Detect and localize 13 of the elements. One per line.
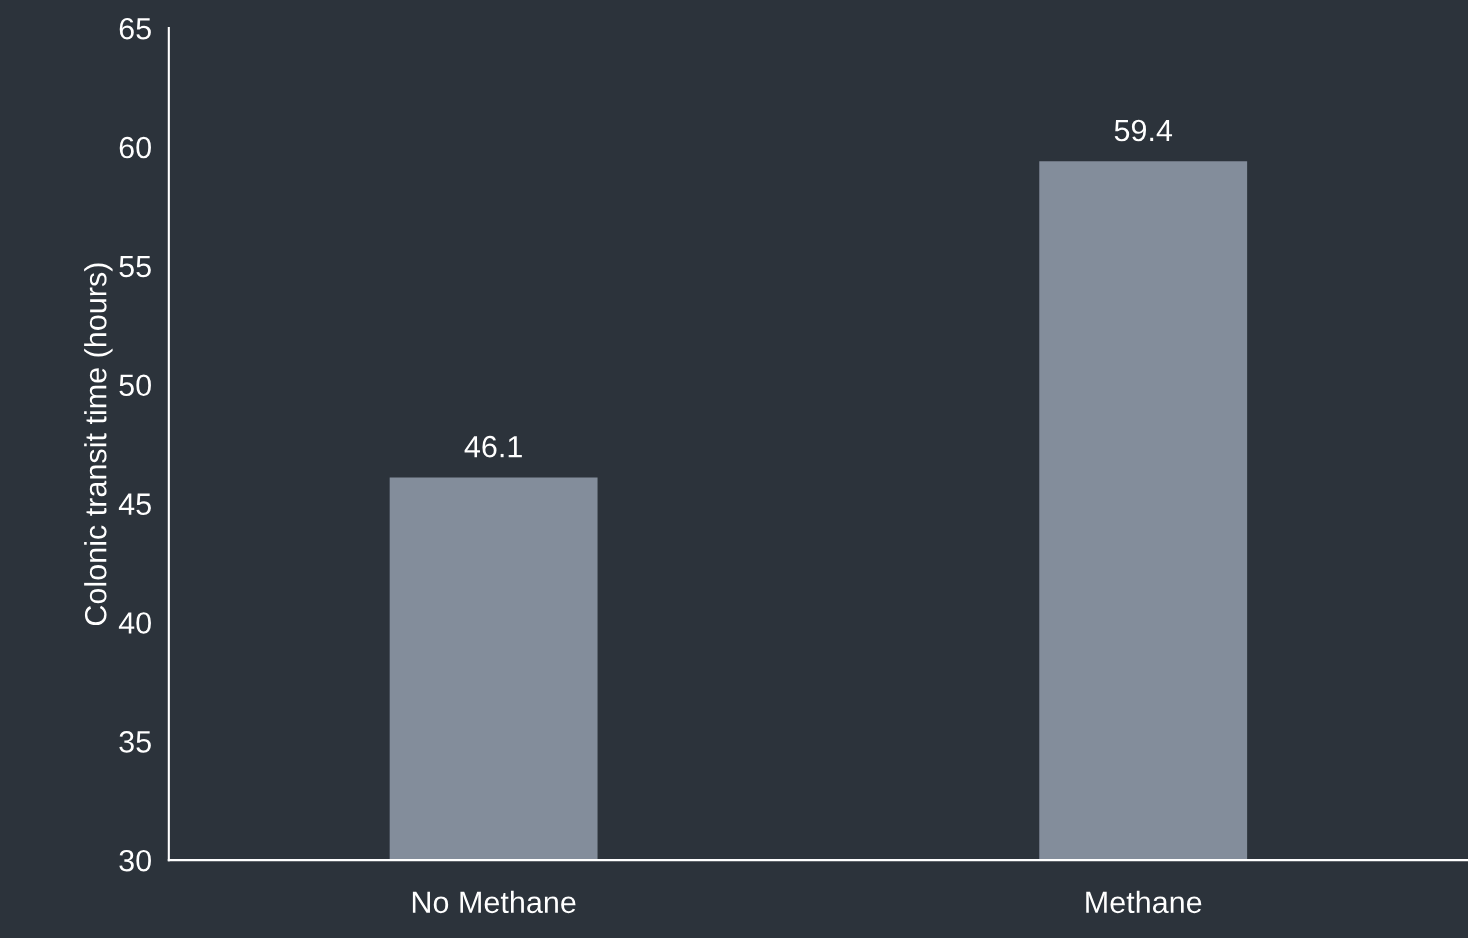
- y-axis-title: Colonic transit time (hours): [84, 263, 113, 626]
- data-label: 46.1: [464, 435, 522, 458]
- y-tick-label: 60: [119, 136, 151, 159]
- x-tick-label: No Methane: [412, 890, 576, 914]
- x-tick-label: Methane: [1086, 890, 1202, 914]
- y-tick-label: 50: [119, 374, 151, 397]
- y-tick-label: 30: [119, 849, 151, 872]
- y-tick-label: 40: [118, 612, 151, 634]
- data-label: 59.4: [1114, 119, 1173, 142]
- y-tick-label: 45: [118, 493, 151, 515]
- y-tick-label: 65: [119, 17, 151, 40]
- y-tick-label: 55: [119, 255, 151, 278]
- y-tick-label: 35: [119, 731, 151, 753]
